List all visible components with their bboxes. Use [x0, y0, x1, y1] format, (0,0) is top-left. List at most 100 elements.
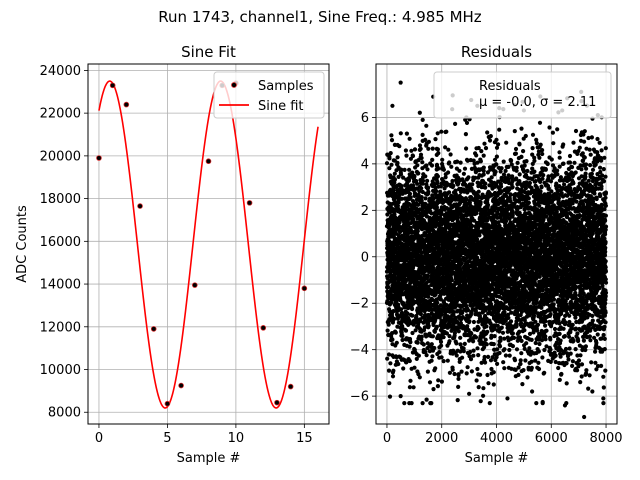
residual-point: [433, 137, 438, 142]
residual-point: [404, 131, 409, 136]
residual-point: [426, 189, 431, 194]
residual-point: [423, 349, 428, 355]
residual-point: [392, 180, 397, 185]
residuals-x-tick-label: 6000: [535, 431, 568, 446]
residual-point: [386, 285, 391, 290]
residual-point: [418, 146, 423, 151]
residual-point: [421, 342, 426, 347]
residual-point: [436, 378, 441, 383]
residual-point: [471, 348, 476, 353]
residuals-y-tick-label: 0: [361, 250, 369, 265]
residual-point: [411, 385, 416, 390]
residual-point: [429, 211, 434, 216]
residual-point: [447, 190, 452, 195]
residual-point: [419, 186, 424, 191]
residual-point: [476, 326, 481, 331]
residual-point: [419, 155, 424, 161]
residual-point: [390, 337, 395, 342]
residual-point: [387, 156, 392, 161]
residual-point: [392, 316, 397, 321]
residual-point: [415, 229, 420, 234]
residual-point: [483, 181, 488, 186]
residual-point: [430, 157, 435, 162]
sample-point: [192, 282, 198, 288]
residual-point: [473, 335, 479, 340]
sine-fit-x-tick-label: 5: [163, 431, 171, 446]
residual-point: [446, 147, 451, 152]
residual-point: [468, 349, 473, 355]
residual-point: [496, 142, 501, 147]
residual-point: [425, 369, 430, 374]
residual-point: [517, 172, 522, 177]
residual-point: [415, 163, 420, 168]
residual-point: [449, 278, 454, 283]
residual-point: [507, 347, 512, 353]
residual-point: [393, 330, 398, 335]
residual-point: [397, 144, 402, 149]
residual-point: [502, 366, 507, 371]
residual-point: [481, 393, 486, 398]
residual-point: [396, 361, 401, 367]
residual-point: [434, 214, 439, 219]
residual-point: [456, 376, 461, 381]
residual-point: [464, 120, 470, 125]
residual-point: [414, 313, 419, 319]
residual-point: [424, 123, 429, 128]
residual-point: [510, 185, 515, 190]
residual-point: [474, 153, 479, 158]
residual-point: [454, 353, 459, 358]
residual-point: [424, 353, 429, 358]
residual-point: [487, 138, 493, 143]
residual-point: [476, 353, 481, 358]
residual-point: [499, 166, 504, 171]
residual-point: [465, 365, 470, 370]
residual-point: [476, 385, 481, 390]
residual-point: [485, 170, 490, 175]
residual-point: [425, 273, 430, 278]
sample-point: [287, 383, 294, 390]
sine-fit-curve: [98, 80, 319, 409]
residual-point: [510, 344, 515, 349]
residual-point: [518, 361, 523, 366]
residual-point: [407, 358, 412, 364]
residual-point: [481, 165, 486, 170]
residual-point: [474, 208, 479, 213]
residual-point: [399, 307, 404, 312]
sine-fit-x-tick-label: 0: [95, 431, 103, 446]
residual-point: [482, 141, 487, 146]
sample-point: [164, 400, 171, 407]
residual-point: [391, 368, 396, 373]
residual-point: [439, 129, 444, 134]
residual-point: [395, 160, 400, 165]
residual-point: [479, 149, 484, 154]
residual-point: [401, 175, 406, 180]
residual-point: [395, 155, 400, 160]
residual-point: [478, 399, 483, 404]
sine-fit-y-tick-label: 22000: [40, 107, 81, 122]
residual-point: [488, 134, 493, 139]
residual-point: [510, 209, 515, 214]
residual-point: [450, 367, 455, 372]
residual-point: [436, 243, 441, 248]
residual-point: [456, 372, 461, 377]
residual-point: [458, 342, 463, 347]
residual-point: [485, 130, 490, 135]
residual-point: [410, 330, 415, 336]
residual-point: [441, 359, 446, 364]
residual-point: [420, 160, 425, 165]
residual-point: [397, 229, 403, 235]
residual-point: [438, 297, 443, 302]
residual-point: [462, 341, 467, 346]
residual-point: [470, 223, 475, 229]
residual-point: [463, 132, 468, 137]
residual-point: [460, 310, 465, 315]
residuals-x-tick-label: 0: [383, 431, 391, 446]
residual-point: [483, 146, 489, 151]
residual-point: [426, 146, 431, 151]
residual-point: [462, 166, 468, 171]
residual-point: [484, 324, 489, 329]
residual-point: [389, 138, 395, 143]
residual-point: [403, 148, 408, 153]
residual-point: [399, 196, 404, 201]
